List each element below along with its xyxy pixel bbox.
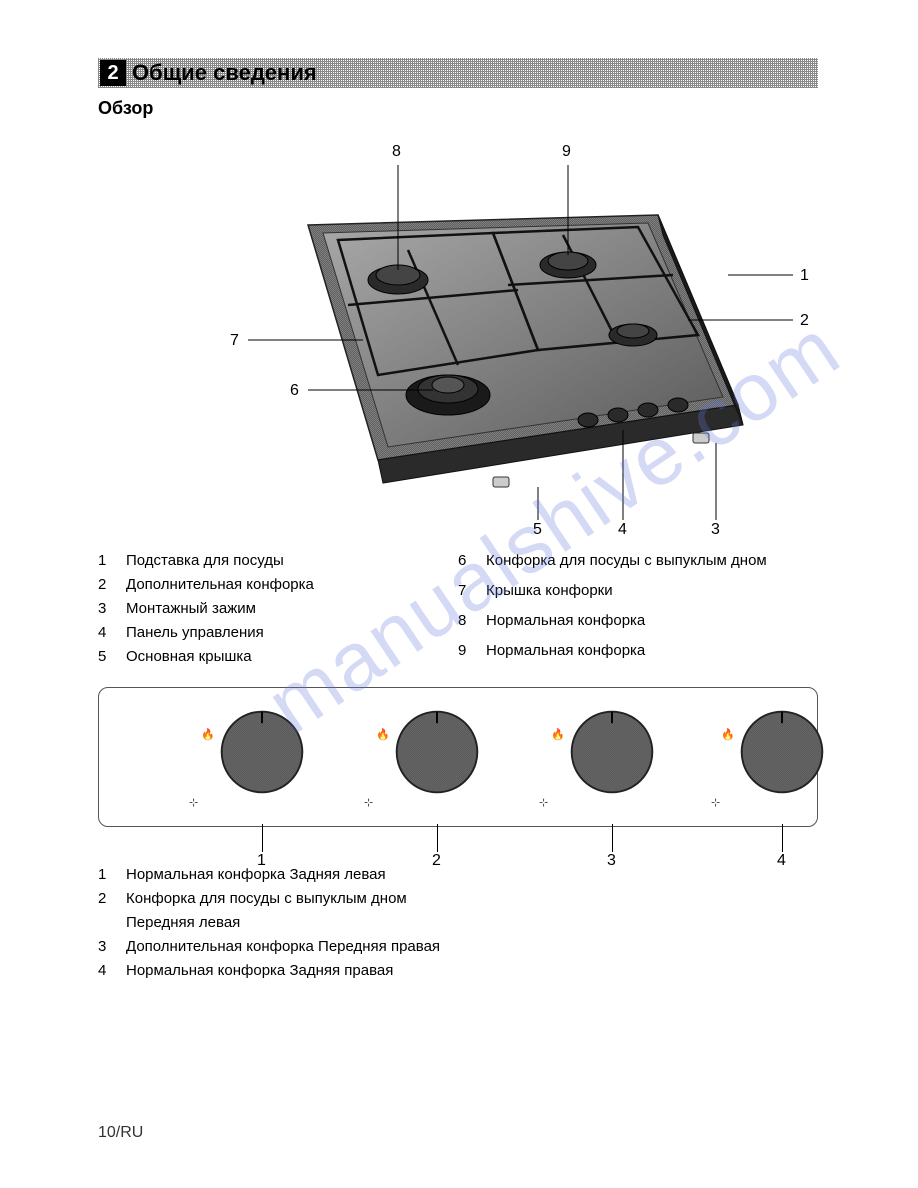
parts-col-right: 6Конфорка для посуды с выпуклым дном 7Кр… <box>458 549 818 669</box>
part-num: 8 <box>458 609 486 639</box>
section-header: 2 Общие сведения <box>98 58 818 88</box>
part-num: 1 <box>98 863 126 887</box>
knob-icon <box>734 704 830 800</box>
part-label: Нормальная конфорка <box>486 639 818 669</box>
part-num: 4 <box>98 621 126 645</box>
knob-icon <box>564 704 660 800</box>
part-label: Подставка для посуды <box>126 549 458 573</box>
callout-2: 2 <box>800 312 809 330</box>
knob-icon <box>214 704 310 800</box>
knob-label-3: 3 <box>607 852 616 870</box>
part-num: 3 <box>98 597 126 621</box>
parts-list: 1Подставка для посуды 2Дополнительная ко… <box>98 549 818 669</box>
part-row: 1Подставка для посуды <box>98 549 458 573</box>
section-number: 2 <box>100 60 126 86</box>
burner-pos-icon: ⊹ <box>539 796 548 809</box>
part-label: Дополнительная конфорка <box>126 573 458 597</box>
part-num: 9 <box>458 639 486 669</box>
part-num: 2 <box>98 887 126 935</box>
burner-pos-icon: ⊹ <box>711 796 720 809</box>
hob-svg <box>98 125 818 525</box>
part-row: 7Крышка конфорки <box>458 579 818 609</box>
part-num: 5 <box>98 645 126 669</box>
parts-col-left: 1Подставка для посуды 2Дополнительная ко… <box>98 549 458 669</box>
list-item: 2Конфорка для посуды с выпуклым дном Пер… <box>98 887 450 935</box>
flame-icon: 🔥 <box>721 728 735 741</box>
part-row: 2Дополнительная конфорка <box>98 573 458 597</box>
knob-1 <box>214 704 310 800</box>
part-row: 3Монтажный зажим <box>98 597 458 621</box>
list-item: 3Дополнительная конфорка Передняя правая <box>98 935 450 959</box>
knob-label-1: 1 <box>257 852 266 870</box>
flame-icon: 🔥 <box>551 728 565 741</box>
callout-4: 4 <box>618 521 627 539</box>
part-label: Нормальная конфорка Задняя левая <box>126 863 450 887</box>
part-num: 4 <box>98 959 126 983</box>
callout-7: 7 <box>230 332 239 350</box>
callout-6: 6 <box>290 382 299 400</box>
callout-3: 3 <box>711 521 720 539</box>
part-num: 6 <box>458 549 486 579</box>
subsection-title: Обзор <box>98 98 818 119</box>
part-row: 6Конфорка для посуды с выпуклым дном <box>458 549 818 579</box>
part-label: Нормальная конфорка <box>486 609 818 639</box>
part-num: 1 <box>98 549 126 573</box>
knob-label-2: 2 <box>432 852 441 870</box>
part-label: Панель управления <box>126 621 458 645</box>
section-title: Общие сведения <box>132 60 317 86</box>
burner-pos-icon: ⊹ <box>189 796 198 809</box>
part-label: Конфорка для посуды с выпуклым дном <box>486 549 818 579</box>
knob-lead <box>782 824 783 852</box>
flame-icon: 🔥 <box>201 728 215 741</box>
hob-diagram: 8 9 1 2 7 6 5 4 3 <box>98 125 818 525</box>
knob-3 <box>564 704 660 800</box>
callout-9: 9 <box>562 143 571 161</box>
part-label: Основная крышка <box>126 645 458 669</box>
list-item: 4Нормальная конфорка Задняя правая <box>98 959 450 983</box>
part-row: 5Основная крышка <box>98 645 458 669</box>
knob-lead <box>437 824 438 852</box>
part-num: 2 <box>98 573 126 597</box>
knob-icon <box>389 704 485 800</box>
flame-icon: 🔥 <box>376 728 390 741</box>
burner-pos-icon: ⊹ <box>364 796 373 809</box>
knobs-panel: ⊹ ⊹ ⊹ ⊹ 🔥 🔥 🔥 🔥 1 2 3 4 <box>98 687 818 827</box>
part-row: 8Нормальная конфорка <box>458 609 818 639</box>
part-label: Конфорка для посуды с выпуклым дном Пере… <box>126 887 450 935</box>
knob-4 <box>734 704 830 800</box>
part-label: Крышка конфорки <box>486 579 818 609</box>
callout-5: 5 <box>533 521 542 539</box>
knob-list: 1Нормальная конфорка Задняя левая 2Конфо… <box>98 863 818 983</box>
part-row: 4Панель управления <box>98 621 458 645</box>
part-num: 7 <box>458 579 486 609</box>
part-label: Нормальная конфорка Задняя правая <box>126 959 450 983</box>
knob-2 <box>389 704 485 800</box>
knob-label-4: 4 <box>777 852 786 870</box>
part-label: Дополнительная конфорка Передняя правая <box>126 935 450 959</box>
page-footer: 10/RU <box>98 1124 143 1142</box>
part-row: 9Нормальная конфорка <box>458 639 818 669</box>
knob-lead <box>612 824 613 852</box>
part-label: Монтажный зажим <box>126 597 458 621</box>
callout-1: 1 <box>800 267 809 285</box>
list-item: 1Нормальная конфорка Задняя левая <box>98 863 450 887</box>
part-num: 3 <box>98 935 126 959</box>
knob-lead <box>262 824 263 852</box>
callout-8: 8 <box>392 143 401 161</box>
